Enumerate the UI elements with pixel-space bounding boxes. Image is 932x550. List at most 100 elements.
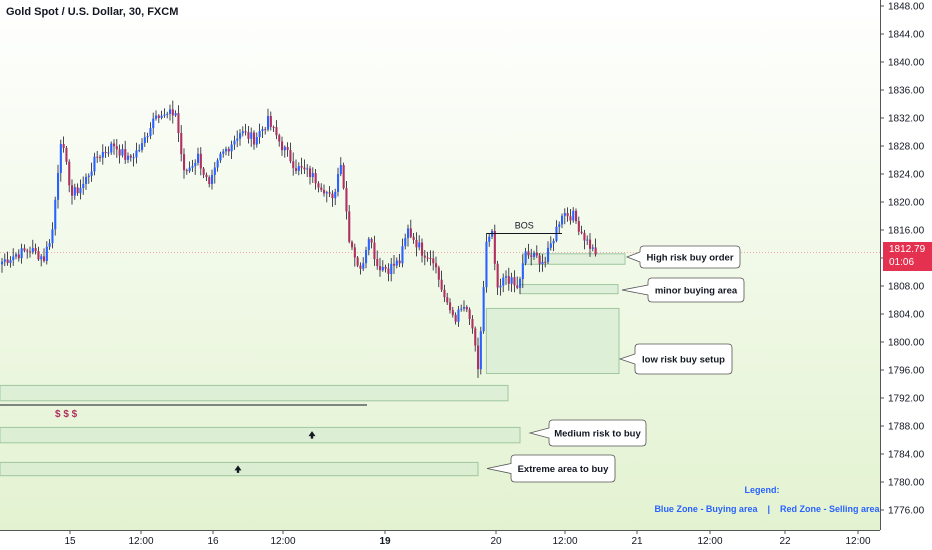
candle-body (135, 150, 138, 158)
candle-body (401, 246, 404, 264)
candle-body (197, 153, 200, 163)
callout-label: low risk buy setup (642, 355, 725, 366)
y-tick-label: 1776.00 (888, 506, 925, 517)
candle-body (113, 143, 116, 147)
candle-body (253, 132, 256, 145)
candle-body (87, 175, 90, 177)
candle-body (566, 213, 569, 217)
candle-body (233, 140, 236, 145)
candle-body (300, 166, 303, 168)
candle-body (376, 259, 379, 267)
candle-body (272, 126, 275, 128)
candle-body (505, 276, 508, 278)
candle-body (437, 267, 440, 280)
candle-body (62, 144, 65, 149)
candle-body (398, 260, 401, 264)
candle-body (465, 307, 468, 310)
candle-body (387, 268, 390, 275)
candle-body (451, 310, 454, 315)
candle-body (227, 148, 230, 152)
candle-body (295, 168, 298, 171)
up-arrow-icon (308, 431, 316, 439)
candle-body (482, 287, 485, 332)
candle-body (583, 232, 586, 241)
candle-body (188, 167, 191, 172)
candle-body (289, 149, 292, 162)
y-tick-label: 1840.00 (888, 58, 925, 69)
y-tick-label: 1800.00 (888, 338, 925, 349)
candle-body (367, 239, 370, 251)
candle-body (93, 156, 96, 172)
candle-body (180, 132, 183, 155)
candle-body (423, 255, 426, 258)
candle-body (124, 149, 127, 160)
candle-body (149, 128, 152, 137)
candle-body (337, 174, 340, 192)
candle-body (82, 183, 85, 189)
y-tick-label: 1808.00 (888, 282, 925, 293)
candle-body (183, 154, 186, 171)
candle-body (463, 307, 466, 309)
candle-body (241, 131, 244, 134)
candle-body (26, 250, 29, 252)
legend-title: Legend: (744, 485, 780, 495)
candle-body (589, 239, 592, 249)
candle-body (457, 309, 460, 322)
candle-body (521, 263, 524, 280)
candle-body (479, 331, 482, 370)
candle-body (418, 242, 421, 248)
candle-body (99, 157, 102, 159)
candle-body (558, 224, 561, 227)
candle-body (519, 279, 522, 288)
candle-body (342, 165, 345, 189)
buy-zone (485, 307, 620, 374)
candle-body (31, 248, 34, 253)
candle-body (493, 230, 496, 264)
candle-body (121, 149, 124, 156)
candle-body (575, 210, 578, 222)
candle-body (34, 248, 37, 252)
candle-body (96, 156, 99, 158)
candle-body (345, 188, 348, 212)
candle-body (535, 252, 538, 256)
callouts: High risk buy order minor buying area low … (486, 245, 745, 483)
current-price-tag: 1812.79 01:06 (883, 242, 932, 271)
candle-body (258, 131, 261, 138)
candle-body (362, 263, 365, 269)
y-tick-label: 1836.00 (888, 86, 925, 97)
candle-body (211, 174, 214, 184)
candle-body (370, 239, 373, 243)
zones (0, 253, 626, 477)
candle-body (513, 277, 516, 286)
candle-body (390, 263, 393, 275)
candle-body (171, 109, 174, 116)
candle-body (230, 144, 233, 152)
candle-body (160, 115, 163, 118)
callout-bubble (618, 343, 733, 375)
candle-body (426, 257, 429, 259)
candle-body (471, 319, 474, 329)
candle-body (155, 115, 158, 119)
candle-body (202, 168, 205, 175)
candle-body (250, 132, 253, 139)
candle-body (101, 152, 104, 158)
candle-body (577, 221, 580, 232)
candle-body (533, 252, 536, 257)
candle-body (104, 152, 107, 154)
x-tick-label: 15 (64, 536, 76, 547)
candle-body (412, 236, 415, 240)
candle-body (90, 171, 93, 176)
candle-body (127, 155, 130, 160)
candle-body (421, 242, 424, 256)
y-tick-label: 1828.00 (888, 142, 925, 153)
candle-body (530, 255, 533, 257)
candle-body (297, 166, 300, 171)
candle-body (311, 173, 314, 178)
candle-body (73, 187, 76, 196)
candle-body (317, 183, 320, 188)
candle-body (331, 193, 334, 199)
legend-red: Red Zone - Selling area (780, 504, 880, 514)
x-tick-label: 19 (379, 536, 391, 547)
candle-body (185, 170, 188, 172)
